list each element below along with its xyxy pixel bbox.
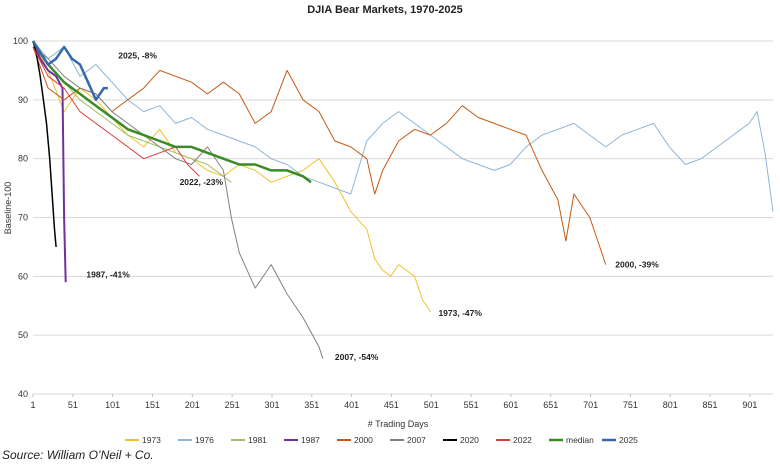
series-line-2022 — [32, 46, 200, 177]
series-line-median — [31, 40, 312, 184]
series-line-2007 — [32, 46, 324, 359]
annotation-label: 2000, -39% — [615, 260, 659, 270]
x-tick-label: 851 — [703, 400, 718, 410]
x-tick-label: 301 — [264, 400, 279, 410]
legend-label: 1981 — [248, 435, 267, 445]
series-line-1987 — [32, 40, 67, 283]
legend-label: 1976 — [195, 435, 214, 445]
annotation-label: 2025, -8% — [118, 51, 157, 61]
y-axis-label: Baseline-100 — [3, 182, 13, 235]
y-tick-label: 90 — [18, 95, 28, 105]
x-tick-label: 1 — [30, 400, 35, 410]
legend-label: 1973 — [142, 435, 161, 445]
y-tick-label: 70 — [18, 213, 28, 223]
x-tick-label: 551 — [464, 400, 479, 410]
x-tick-label: 251 — [225, 400, 240, 410]
source-note: Source: William O’Neil + Co. — [2, 448, 154, 462]
x-tick-label: 151 — [145, 400, 160, 410]
annotation-label: 1987, -41% — [86, 270, 130, 280]
y-tick-label: 40 — [18, 389, 28, 399]
x-tick-label: 901 — [742, 400, 757, 410]
x-tick-label: 451 — [384, 400, 399, 410]
x-tick-label: 751 — [623, 400, 638, 410]
x-tick-label: 201 — [185, 400, 200, 410]
legend-label: 2020 — [460, 435, 479, 445]
x-axis-ticks: 1 51 101 151 201 251 301 351 401 451 501 551 601 651 7… — [30, 394, 757, 410]
legend-label: 2000 — [354, 435, 373, 445]
series-line-1976 — [32, 40, 774, 212]
x-tick-label: 501 — [424, 400, 439, 410]
legend-label: 1987 — [301, 435, 320, 445]
series-line-2000 — [32, 46, 607, 265]
series-line-2025 — [31, 40, 108, 102]
series-lines — [31, 40, 774, 359]
y-tick-label: 60 — [18, 271, 28, 281]
annotation-label: 2022, -23% — [180, 177, 224, 187]
series-line-2020 — [32, 40, 57, 247]
y-tick-label: 100 — [13, 36, 28, 46]
y-tick-label: 80 — [18, 154, 28, 164]
x-tick-label: 101 — [105, 400, 120, 410]
annotation-label: 1973, -47% — [438, 308, 482, 318]
x-tick-label: 801 — [663, 400, 678, 410]
y-tick-label: 50 — [18, 330, 28, 340]
x-axis-label: # Trading Days — [368, 419, 429, 429]
x-tick-label: 651 — [543, 400, 558, 410]
legend-label: median — [566, 435, 594, 445]
legend-label: 2022 — [513, 435, 532, 445]
legend-label: 2007 — [407, 435, 426, 445]
y-axis-ticks: 40 50 60 70 80 90 100 — [13, 36, 28, 399]
x-tick-label: 701 — [583, 400, 598, 410]
x-tick-label: 351 — [304, 400, 319, 410]
x-tick-label: 51 — [68, 400, 78, 410]
annotations: 2025, -8% 2022, -23% 1987, -41% 1973, -47% 2… — [86, 51, 659, 362]
annotation-label: 2007, -54% — [335, 352, 379, 362]
gridlines — [33, 40, 773, 395]
x-tick-label: 601 — [503, 400, 518, 410]
chart-title: DJIA Bear Markets, 1970-2025 — [307, 4, 463, 16]
legend-label: 2025 — [619, 435, 638, 445]
legend: 1973 1976 1981 1987 2000 2007 2020 2022 median 20… — [125, 435, 638, 445]
x-tick-label: 401 — [344, 400, 359, 410]
